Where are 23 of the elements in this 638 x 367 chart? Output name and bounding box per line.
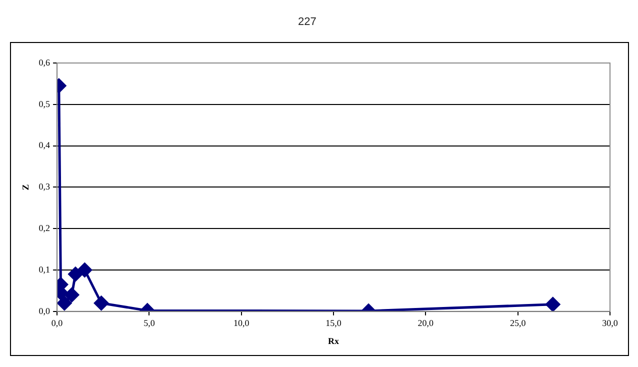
point bbox=[77, 262, 92, 278]
y-tick-label: 0,2 bbox=[38, 222, 50, 233]
x-axis-title: Rx bbox=[328, 336, 340, 346]
y-tick-label: 0,3 bbox=[38, 182, 51, 192]
point bbox=[94, 296, 109, 310]
y-axis-title: Z bbox=[20, 184, 31, 190]
y-tick-label: 0,6 bbox=[38, 57, 51, 68]
y-tick-label: 0,5 bbox=[38, 98, 51, 109]
point bbox=[68, 266, 83, 282]
y-tick-label: 0,0 bbox=[38, 306, 51, 316]
x-tick-label: 30,0 bbox=[602, 318, 618, 328]
x-tick-label: 15,0 bbox=[326, 318, 342, 328]
point bbox=[57, 296, 72, 310]
x-tick-label: 0,0 bbox=[51, 318, 64, 328]
text: 227 bbox=[298, 16, 316, 28]
y-tick-label: 0,4 bbox=[38, 140, 51, 150]
x-tick-label: 5,0 bbox=[144, 318, 156, 328]
x-tick-label: 25,0 bbox=[510, 318, 526, 328]
point bbox=[64, 288, 80, 302]
point bbox=[546, 297, 560, 312]
x-tick-label: 20,0 bbox=[418, 318, 434, 328]
y-tick-label: 0,1 bbox=[38, 264, 50, 274]
x-tick-label: 10,0 bbox=[233, 318, 250, 328]
